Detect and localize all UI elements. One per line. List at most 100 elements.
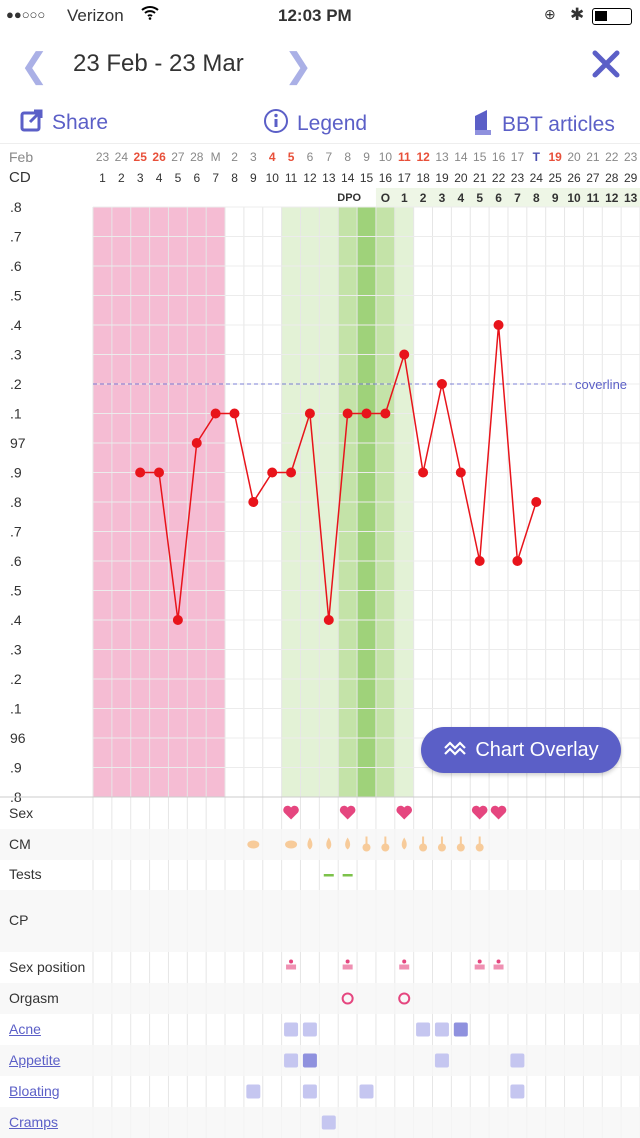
row-label-sex-position: Sex position	[9, 958, 86, 975]
y-tick-label: .9	[10, 465, 22, 481]
next-arrow-icon[interactable]: ❯	[284, 47, 313, 85]
date-label: 14	[454, 150, 468, 164]
date-label: 15	[473, 150, 487, 164]
y-tick-label: .1	[10, 406, 22, 422]
row-background	[0, 983, 640, 1014]
y-tick-label: .3	[10, 347, 22, 363]
dpo-day-label: 9	[551, 191, 559, 205]
y-tick-label: .3	[10, 642, 22, 658]
previous-arrow-icon[interactable]: ❮	[20, 47, 49, 85]
date-label: 19	[548, 150, 562, 164]
symptom-marker	[302, 1022, 317, 1037]
bbt-articles-button[interactable]: BBT articles	[472, 108, 615, 142]
temperature-point	[172, 615, 183, 625]
temperature-point	[399, 349, 410, 360]
chart-overlay-button[interactable]: Chart Overlay	[421, 727, 621, 773]
share-button[interactable]: Share	[20, 108, 108, 138]
date-label: 3	[250, 150, 257, 164]
clock: 12:03 PM	[278, 6, 352, 25]
y-tick-label: .9	[10, 760, 22, 776]
cycle-day-label: 19	[435, 171, 449, 185]
nav-bar: ❮ 23 Feb - 23 Mar ❯	[0, 40, 640, 92]
sex-position-icon	[477, 959, 482, 964]
book-icon	[472, 108, 494, 142]
sex-position-icon	[474, 964, 485, 970]
close-icon[interactable]	[590, 48, 622, 85]
row-label-cramps[interactable]: Cramps	[9, 1113, 59, 1130]
date-label: 5	[287, 150, 295, 164]
cycle-day-label: 26	[567, 171, 581, 185]
sex-position-icon	[286, 964, 297, 970]
cycle-day-label: 11	[284, 171, 298, 185]
cycle-day-label: 22	[491, 171, 506, 185]
row-label-bloating[interactable]: Bloating	[9, 1082, 60, 1099]
wifi-icon	[141, 4, 159, 25]
cd-label: CD	[9, 169, 31, 186]
date-label: 8	[344, 150, 352, 164]
temperature-point	[436, 379, 447, 389]
bbt-articles-label: BBT articles	[502, 113, 615, 136]
temperature-point	[361, 408, 372, 419]
dpo-day-label: 7	[514, 191, 521, 205]
bluetooth-icon: ✱	[570, 5, 585, 24]
y-tick-label: .7	[10, 524, 22, 540]
cycle-day-label: 25	[548, 171, 562, 185]
temperature-point	[286, 467, 297, 478]
symptom-marker	[434, 1053, 449, 1068]
cm-watery-icon	[345, 837, 351, 850]
test-icon	[323, 874, 334, 877]
date-label: 23	[95, 150, 110, 164]
test-icon	[342, 874, 353, 877]
dpo-day-label: 12	[605, 191, 619, 205]
row-label-appetite[interactable]: Appetite	[9, 1051, 61, 1068]
dpo-day-label: O	[380, 191, 391, 205]
date-range: 23 Feb - 23 Mar	[73, 50, 244, 77]
cm-watery-icon	[307, 837, 313, 850]
y-tick-label: .4	[10, 317, 22, 333]
sex-position-icon	[402, 959, 407, 964]
cycle-day-label: 2	[118, 171, 125, 185]
cm-eggwhite-icon	[365, 836, 368, 845]
cm-eggwhite-icon	[459, 836, 462, 845]
cm-creamy-icon	[247, 840, 260, 849]
cm-eggwhite-icon	[381, 843, 390, 852]
date-label: 6	[306, 150, 314, 164]
row-label-acne[interactable]: Acne	[9, 1020, 41, 1037]
heart-icon	[490, 805, 507, 820]
cm-eggwhite-icon	[475, 843, 484, 852]
cm-eggwhite-icon	[440, 836, 443, 845]
cycle-day-label: 24	[529, 171, 543, 185]
cycle-day-label: 23	[510, 171, 525, 185]
share-label: Share	[52, 111, 109, 134]
dpo-day-label: 2	[419, 191, 427, 205]
date-label: 17	[510, 150, 525, 164]
date-label: T	[532, 150, 540, 164]
cycle-day-label: 18	[416, 171, 430, 185]
sex-position-icon	[493, 964, 504, 970]
temperature-point	[455, 467, 466, 478]
legend-button[interactable]: Legend	[263, 108, 367, 140]
chart-header: Feb CD 23 1 24 2 25 3 26 4 27 5 28 6 M 7 2 8 3 9 4 10 5 11 6 12…	[0, 143, 640, 207]
cycle-day-label: 8	[231, 171, 238, 185]
date-label: M	[210, 150, 221, 164]
cycle-day-label: 4	[155, 171, 163, 185]
temperature-point	[323, 615, 334, 625]
date-label: 20	[567, 150, 581, 164]
cycle-day-label: 15	[359, 171, 374, 185]
toolbar: Share Legend BBT articles	[0, 100, 640, 142]
temperature-point	[229, 408, 240, 419]
orgasm-icon	[341, 992, 354, 1005]
cycle-day-label: 28	[605, 171, 619, 185]
row-label-tests: Tests	[9, 866, 42, 882]
date-label: 12	[416, 150, 430, 164]
symptom-marker	[246, 1084, 261, 1099]
symptom-marker	[453, 1022, 468, 1037]
temperature-point	[493, 320, 504, 330]
temperature-point	[248, 497, 259, 507]
dpo-day-label: 10	[567, 191, 581, 205]
symptom-marker	[302, 1053, 317, 1068]
dpo-day-label: 3	[438, 191, 446, 205]
y-tick-label: .5	[10, 288, 22, 304]
symptom-marker	[510, 1084, 525, 1099]
y-tick-label: .8	[10, 494, 22, 510]
